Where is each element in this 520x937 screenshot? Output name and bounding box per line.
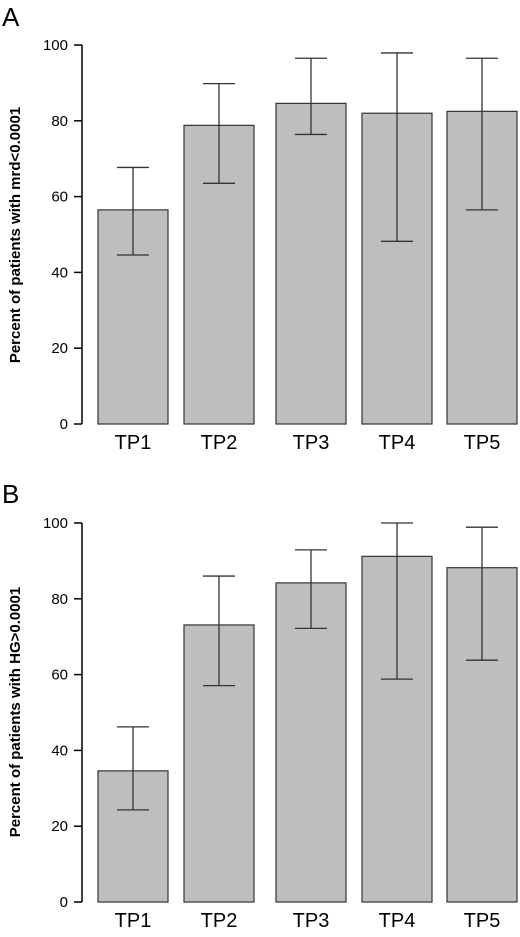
y-tick-label-b-20: 20 xyxy=(51,818,68,835)
x-tick-label-b-tp5: TP5 xyxy=(464,910,501,932)
y-tick-label-a-0: 0 xyxy=(60,416,68,433)
y-tick-label-b-40: 40 xyxy=(51,742,68,759)
y-tick-label-b-0: 0 xyxy=(60,894,68,911)
error-bar-a-tp4 xyxy=(381,52,413,242)
x-tick-label-b-tp1: TP1 xyxy=(115,910,152,932)
chart-panel-a: A Percent of patients with mrd<0.0001 0 2… xyxy=(2,2,518,454)
error-bar-b-tp1 xyxy=(117,726,149,811)
x-axis-labels-a: TP1 TP2 TP3 TP4 TP5 xyxy=(115,432,501,454)
x-tick-label-a-tp2: TP2 xyxy=(201,432,238,454)
y-axis-label-a: Percent of patients with mrd<0.0001 xyxy=(7,107,24,363)
y-tick-label-a-100: 100 xyxy=(43,37,68,54)
bar-b-tp3 xyxy=(275,582,347,903)
y-tick-label-a-40: 40 xyxy=(51,264,68,281)
error-bar-a-tp2 xyxy=(203,83,235,184)
chart-panel-b: B Percent of patients with HG>0.0001 0 20… xyxy=(2,479,518,932)
x-tick-label-b-tp2: TP2 xyxy=(201,910,238,932)
y-tick-label-a-80: 80 xyxy=(51,113,68,130)
x-axis-labels-b: TP1 TP2 TP3 TP4 TP5 xyxy=(115,910,501,932)
x-tick-label-a-tp3: TP3 xyxy=(293,432,330,454)
x-tick-label-b-tp3: TP3 xyxy=(293,910,330,932)
x-tick-label-a-tp5: TP5 xyxy=(464,432,501,454)
y-axis-title-b: Percent of patients with HG>0.0001 xyxy=(7,587,24,838)
error-bar-b-tp5 xyxy=(466,526,498,661)
error-bar-a-tp1 xyxy=(117,166,149,256)
error-bars-a xyxy=(117,52,498,256)
y-tick-label-b-100: 100 xyxy=(43,515,68,532)
x-tick-label-a-tp4: TP4 xyxy=(379,432,416,454)
y-axis-b: 0 20 40 60 80 100 xyxy=(43,515,83,911)
error-bar-b-tp2 xyxy=(203,575,235,687)
y-axis-label-b: Percent of patients with HG>0.0001 xyxy=(7,587,24,838)
panel-letter-a: A xyxy=(2,2,20,32)
error-bar-b-tp4 xyxy=(381,522,413,680)
bar-a-tp3 xyxy=(275,102,347,425)
error-bars-b xyxy=(117,522,498,811)
y-tick-label-a-60: 60 xyxy=(51,189,68,206)
x-tick-label-b-tp4: TP4 xyxy=(379,910,416,932)
y-axis-title-a: Percent of patients with mrd<0.0001 xyxy=(7,107,24,363)
error-bar-b-tp3 xyxy=(295,549,327,630)
error-bar-a-tp3 xyxy=(295,57,327,136)
bars-a xyxy=(97,102,518,425)
bars-b xyxy=(97,555,518,903)
y-axis-a: 0 20 40 60 80 100 xyxy=(43,37,83,433)
y-tick-label-b-60: 60 xyxy=(51,667,68,684)
error-bar-a-tp5 xyxy=(466,57,498,211)
y-tick-label-b-80: 80 xyxy=(51,591,68,608)
y-tick-label-a-20: 20 xyxy=(51,340,68,357)
x-tick-label-a-tp1: TP1 xyxy=(115,432,152,454)
panel-letter-b: B xyxy=(2,479,19,509)
